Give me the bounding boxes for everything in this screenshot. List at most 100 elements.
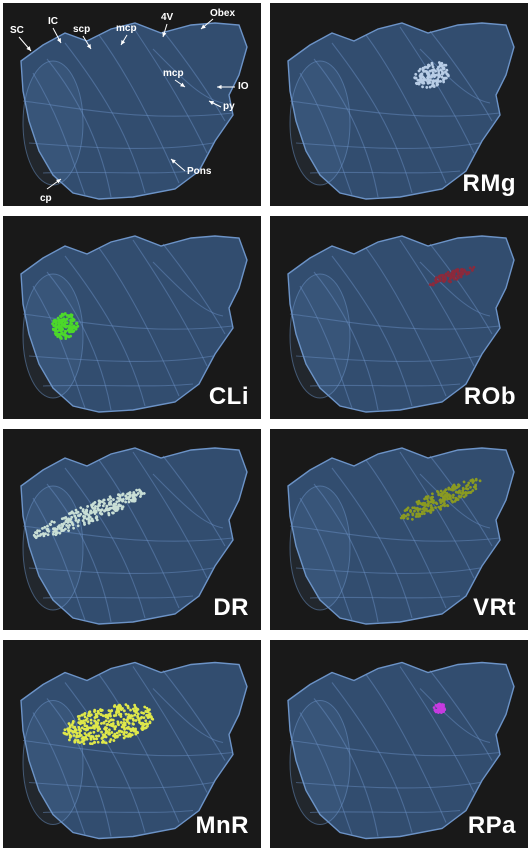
label-scp: scp — [73, 24, 91, 35]
nucleus-cloud-rob — [428, 265, 476, 287]
surface-contour — [429, 30, 493, 122]
nucleus-label: RMg — [462, 170, 516, 197]
label-mcp-top: mcp — [116, 23, 137, 34]
brainstem-render — [20, 661, 248, 840]
midbrain-face — [22, 700, 84, 825]
surface-contour — [289, 525, 501, 542]
surface-contour — [309, 595, 461, 599]
surface-contour — [98, 34, 180, 184]
nucleus-cloud-rmg — [413, 61, 450, 89]
surface-contour — [399, 239, 475, 367]
surface-contour — [32, 285, 86, 409]
surface-contour — [132, 451, 208, 579]
surface-contour — [299, 497, 353, 621]
nucleus-label: CLi — [208, 383, 249, 410]
surface-contour — [98, 247, 180, 397]
surface-contour — [429, 243, 493, 335]
surface-contour — [152, 688, 224, 744]
nucleus-label: RPa — [467, 812, 516, 839]
surface-contour — [331, 467, 413, 619]
label-4v: 4V — [161, 12, 174, 23]
annotation-arrowhead — [201, 24, 206, 29]
brainstem-volume — [20, 22, 248, 200]
brainstem-render — [287, 447, 515, 625]
surface-contour — [22, 313, 234, 330]
surface-contour — [64, 42, 146, 194]
nucleus-cloud-vrt — [399, 477, 482, 521]
surface-contour — [64, 467, 146, 619]
surface-contour — [152, 261, 224, 317]
surface-contour — [64, 682, 146, 833]
brainstem-render — [20, 235, 248, 413]
brainstem-render — [287, 235, 515, 413]
surface-contour — [98, 674, 180, 823]
surface-contour — [309, 809, 461, 814]
surface-contour — [399, 666, 475, 793]
surface-contour — [289, 313, 501, 330]
surface-contour — [365, 247, 447, 397]
surface-contour — [313, 483, 379, 623]
surface-contour — [289, 100, 501, 117]
annotation-arrowhead — [56, 179, 61, 184]
surface-contour — [289, 739, 501, 757]
panel-cli: CLi — [3, 216, 261, 419]
brainstem-render — [18, 18, 248, 200]
annotation-arrowhead — [180, 82, 185, 87]
surface-contour — [365, 459, 447, 609]
surface-contour — [28, 781, 214, 789]
midbrain-face — [22, 60, 84, 186]
panel-anatomy: SC IC scp mcp 4V Obex mcp IO py Pons cp — [3, 3, 261, 206]
brainstem-render — [287, 22, 515, 200]
surface-contour — [42, 170, 194, 174]
nucleus-label: ROb — [463, 383, 516, 410]
surface-contour — [295, 567, 481, 575]
surface-contour — [419, 48, 491, 104]
surface-contour — [331, 255, 413, 407]
surface-contour — [429, 670, 493, 761]
panel-dr: DR — [3, 429, 261, 630]
surface-contour — [295, 355, 481, 363]
label-py: py — [223, 101, 235, 112]
surface-contour — [295, 142, 481, 150]
panel-rob: ROb — [270, 216, 528, 419]
label-io: IO — [238, 81, 249, 92]
surface-contour — [42, 383, 194, 387]
nucleus-label: MnR — [195, 812, 249, 839]
surface-contour — [22, 100, 234, 117]
annotation-arrowhead — [26, 46, 31, 51]
brainstem-volume — [20, 447, 248, 625]
brainstem-volume — [20, 661, 248, 840]
nucleus-cloud-rpa — [432, 702, 447, 715]
surface-contour — [28, 567, 214, 575]
surface-contour — [28, 142, 214, 150]
surface-contour — [399, 451, 475, 579]
surface-contour — [331, 682, 413, 833]
surface-contour — [32, 72, 86, 196]
nucleus-label: VRt — [473, 594, 516, 621]
label-obex: Obex — [210, 8, 236, 19]
surface-contour — [64, 255, 146, 407]
surface-contour — [162, 670, 226, 761]
surface-contour — [152, 473, 224, 529]
midbrain-face — [289, 700, 351, 825]
surface-contour — [313, 271, 379, 411]
surface-contour — [162, 243, 226, 335]
surface-contour — [299, 712, 353, 835]
brainstem-volume — [20, 235, 248, 413]
annotation-arrowhead — [209, 101, 214, 105]
surface-contour — [299, 285, 353, 409]
panel-rpa: RPa — [270, 640, 528, 848]
annotation-arrowhead — [171, 159, 176, 164]
midbrain-face — [289, 485, 351, 611]
surface-contour — [42, 809, 194, 814]
label-sc: SC — [10, 25, 24, 36]
surface-contour — [162, 455, 226, 547]
annotation-arrowhead — [86, 44, 91, 49]
surface-contour — [419, 688, 491, 744]
surface-contour — [32, 497, 86, 621]
panel-mnr: MnR — [3, 640, 261, 848]
surface-contour — [46, 271, 112, 411]
surface-contour — [46, 698, 112, 837]
surface-contour — [309, 383, 461, 387]
surface-contour — [132, 26, 208, 154]
